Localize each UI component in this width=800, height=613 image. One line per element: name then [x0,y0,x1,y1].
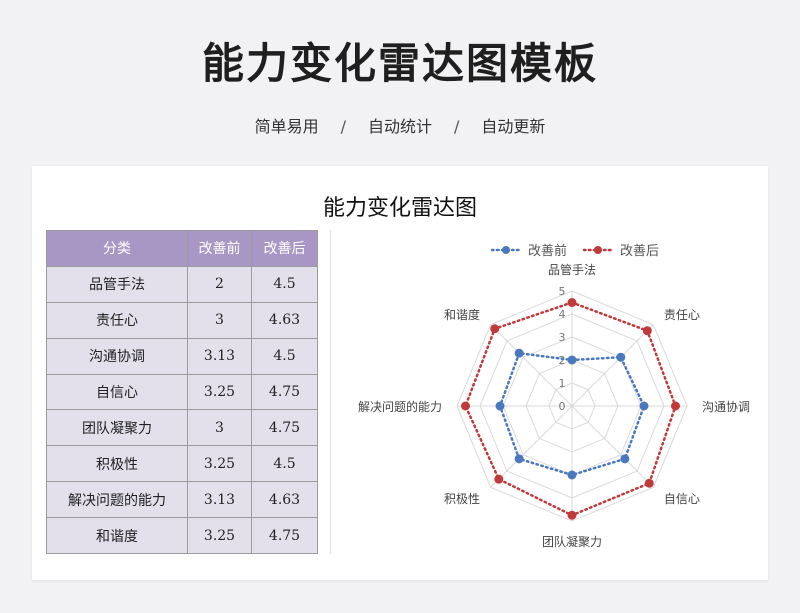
tag-auto-update: 自动更新 [481,117,546,136]
data-point [461,401,471,411]
table-header-row: 分类 改善前 改善后 [46,230,318,267]
grid-spoke [490,405,573,488]
data-point [671,401,680,411]
header-before: 改善前 [187,230,252,267]
legend-label: 改善前 [528,243,567,259]
cell-before: 3.25 [187,517,252,555]
tag-separator: / [454,117,460,136]
data-point [639,401,649,411]
cell-category: 自信心 [46,373,188,411]
tag-easy: 简单易用 [254,117,319,136]
tick-label: 0 [559,400,566,413]
data-point [567,355,577,365]
cell-category: 责任心 [46,301,188,339]
tick-label: 3 [559,331,566,344]
table-row: 责任心 3 4.63 [46,301,318,339]
data-point [514,348,524,358]
header-category: 分类 [46,230,188,267]
tick-label: 1 [559,377,566,390]
category-label: 沟通协调 [702,399,750,414]
header-after: 改善后 [251,230,318,267]
category-label: 和谐度 [444,307,480,322]
cell-before: 3 [187,409,252,447]
cell-before: 3.13 [187,337,252,375]
cell-category: 品管手法 [46,265,188,303]
legend-label: 改善后 [620,243,659,259]
page-title: 能力变化雷达图模板 [201,39,598,88]
cell-category: 积极性 [46,445,188,483]
tag-auto-stats: 自动统计 [367,117,432,136]
table-row: 积极性 3.25 4.5 [46,445,318,483]
data-point [644,478,654,488]
legend-marker [594,246,602,254]
cell-before: 3 [187,301,252,339]
content-card: 能力变化雷达图 分类 改善前 改善后 品管手法 2 4.5 责任心 3 4.63 沟通协… [32,166,768,580]
tick-label: 4 [559,308,566,321]
cell-before: 2 [187,265,252,303]
cell-after: 4.75 [251,409,318,447]
data-point [495,401,505,411]
table-row: 自信心 3.25 4.75 [46,373,318,411]
category-label: 自信心 [664,492,700,506]
panel-divider [330,230,331,554]
category-label: 品管手法 [548,262,596,277]
legend-marker [502,246,510,254]
cell-after: 4.63 [251,301,318,339]
data-point [514,454,524,464]
feature-tags: 简单易用 / 自动统计 / 自动更新 [0,113,800,137]
data-point [616,352,626,362]
category-label: 团队凝聚力 [542,534,602,549]
tag-separator: / [340,117,346,136]
grid-spoke [490,324,573,407]
cell-category: 和谐度 [46,517,188,555]
cell-after: 4.63 [251,481,318,519]
data-point [567,298,577,307]
table-row: 沟通协调 3.13 4.5 [46,337,318,375]
table-row: 解决问题的能力 3.13 4.63 [46,481,318,519]
data-table: 分类 改善前 改善后 品管手法 2 4.5 责任心 3 4.63 沟通协调 3.13 4.5… [46,230,318,555]
data-point [642,326,652,336]
data-point [567,470,577,480]
grid-spoke [571,405,654,488]
cell-after: 4.5 [251,337,318,375]
cell-category: 沟通协调 [46,337,188,375]
cell-before: 3.13 [187,481,252,519]
cell-before: 3.25 [187,373,252,411]
table-row: 和谐度 3.25 4.75 [46,517,318,555]
category-label: 解决问题的能力 [358,399,442,414]
tick-label: 5 [559,285,566,298]
grid-spoke [571,324,654,407]
cell-after: 4.75 [251,517,318,555]
card-title: 能力变化雷达图 [322,196,477,221]
data-point [494,474,504,484]
cell-category: 解决问题的能力 [46,481,188,519]
cell-after: 4.5 [251,265,318,303]
data-point [567,510,577,520]
data-point [620,454,630,464]
cell-category: 团队凝聚力 [46,409,188,447]
category-label: 责任心 [664,308,700,322]
tick-label: 2 [559,354,566,367]
cell-after: 4.5 [251,445,318,483]
data-point [490,324,500,334]
category-label: 积极性 [444,492,480,506]
table-row: 团队凝聚力 3 4.75 [46,409,318,447]
table-row: 品管手法 2 4.5 [46,265,318,303]
cell-before: 3.25 [187,445,252,483]
cell-after: 4.75 [251,373,318,411]
